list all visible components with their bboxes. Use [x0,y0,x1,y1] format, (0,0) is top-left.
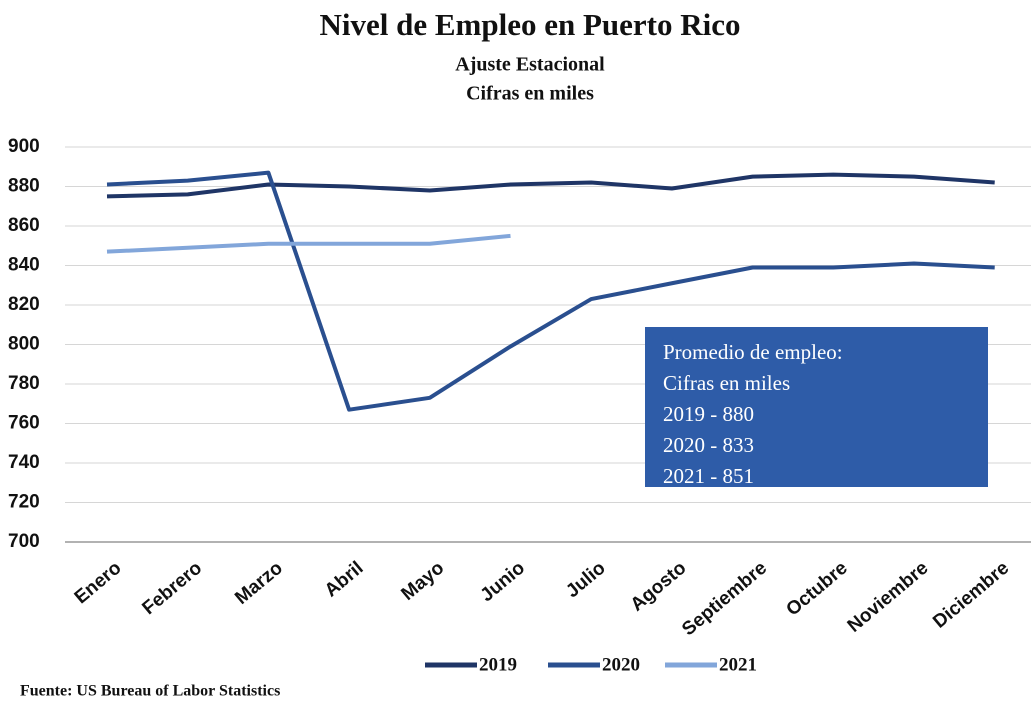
x-tick-label: Octubre [782,558,851,621]
x-tick-label: Noviembre [844,558,933,637]
y-tick-label: 700 [8,531,40,552]
y-tick-label: 760 [8,413,40,434]
x-tick-label: Febrero [138,558,206,620]
x-tick-label: Julio [562,558,609,603]
annotation-text: 2019 - 880 [663,402,754,426]
y-tick-label: 820 [8,294,40,315]
annotation-box [645,327,988,487]
y-tick-label: 800 [8,334,40,355]
annotation-text: 2020 - 833 [663,433,754,457]
y-tick-label: 740 [8,452,40,473]
x-tick-label: Enero [71,558,126,609]
legend-label: 2020 [602,654,640,675]
x-tick-label: Diciembre [929,558,1013,633]
y-tick-label: 720 [8,492,40,513]
source: Fuente: US Bureau of Labor Statistics [20,683,280,700]
x-tick-label: Agosto [627,558,691,616]
legend-label: 2021 [719,654,757,675]
chart-subtitle: Cifras en miles [466,83,594,105]
line-series [106,170,995,412]
y-tick-label: 840 [8,255,40,276]
annotation-text: Cifras en miles [663,371,790,395]
line-series [106,172,995,199]
annotation-text: 2021 - 851 [663,464,754,488]
x-tick-label: Junio [477,558,529,607]
line-series [106,233,511,254]
y-tick-label: 780 [8,373,40,394]
chart-subtitle: Ajuste Estacional [455,54,605,76]
legend-label: 2019 [479,654,517,675]
x-tick-label: Mayo [398,558,449,605]
y-tick-label: 880 [8,176,40,197]
y-tick-label: 860 [8,215,40,236]
y-tick-label: 900 [8,136,40,157]
x-tick-label: Marzo [231,558,287,609]
x-tick-label: Septiembre [678,558,771,641]
x-tick-label: Abril [321,558,368,602]
annotation-text: Promedio de empleo: [663,340,843,364]
chart-title: Nivel de Empleo en Puerto Rico [319,7,740,42]
